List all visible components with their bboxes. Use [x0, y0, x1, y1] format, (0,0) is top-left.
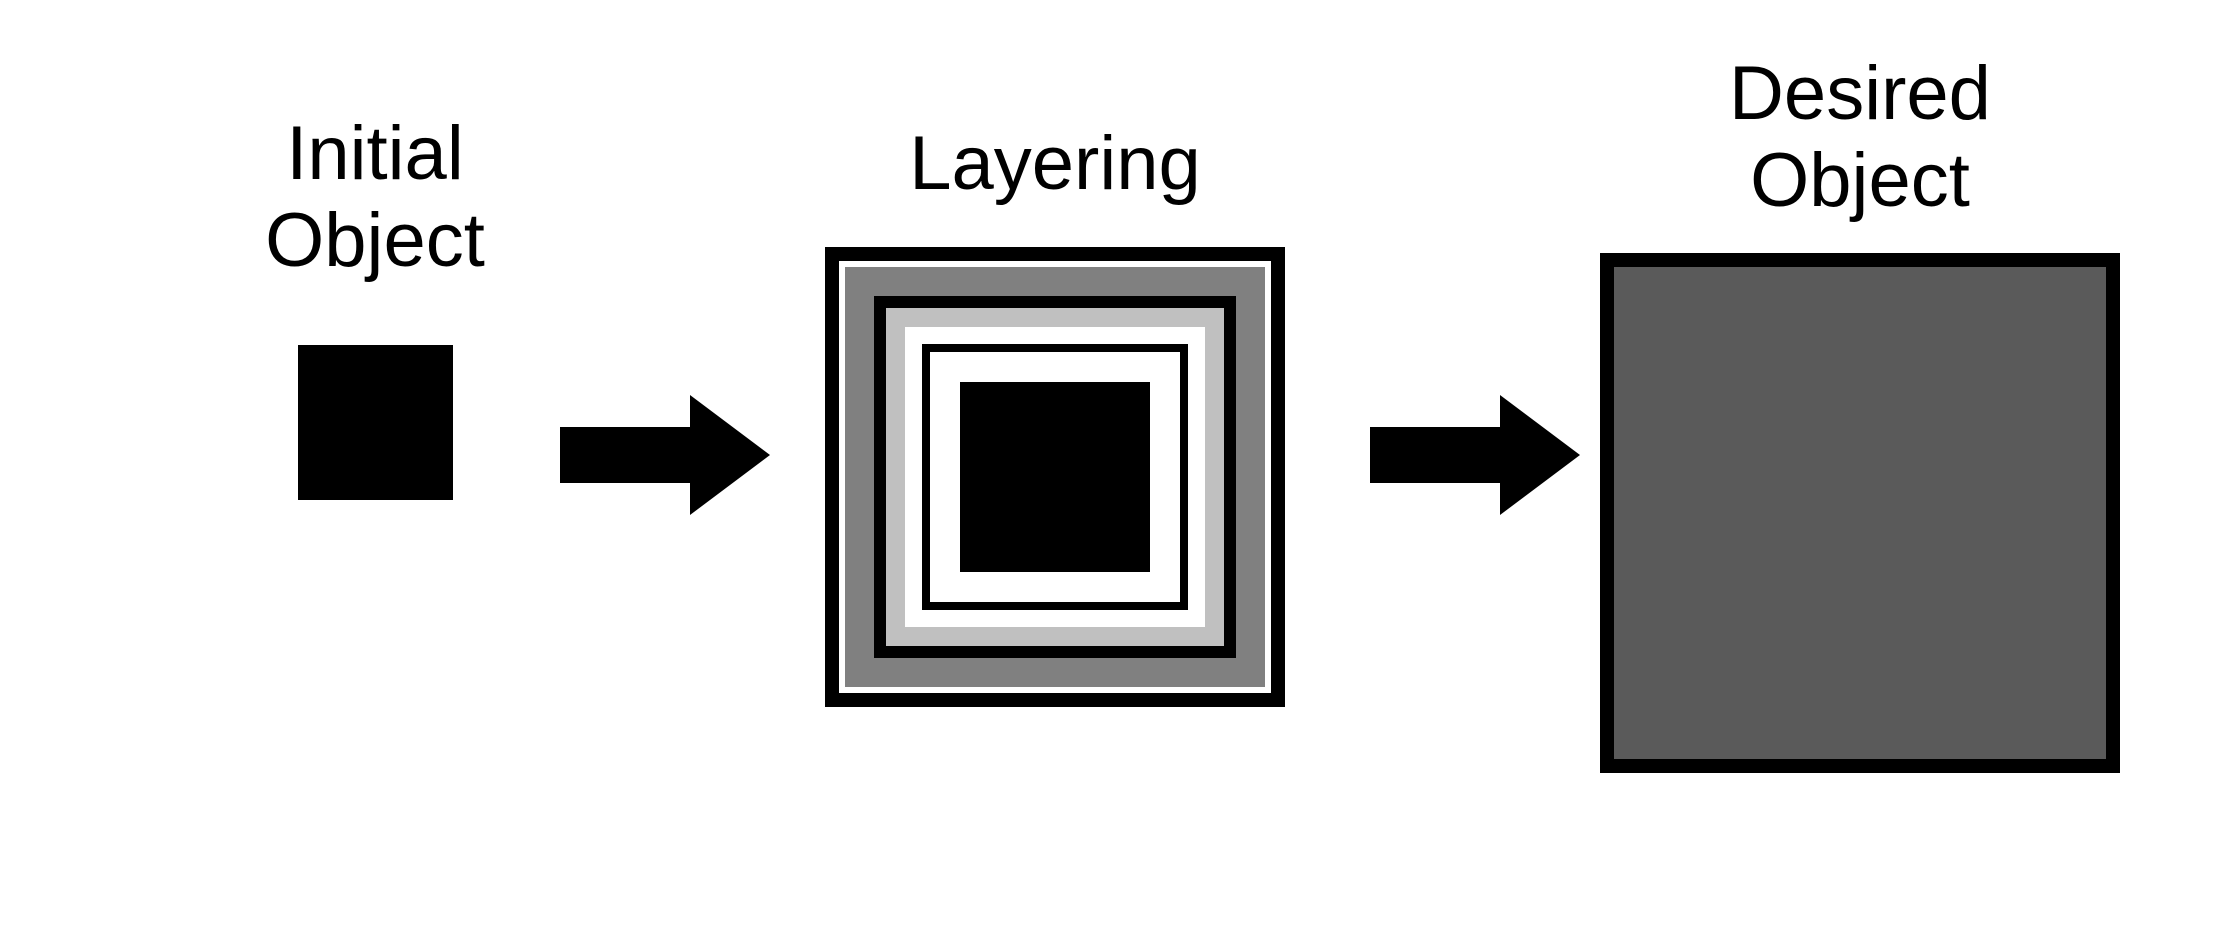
arrow-2 — [1370, 395, 1580, 515]
label-layering: Layering — [790, 120, 1320, 207]
arrow-1 — [560, 395, 770, 515]
label-desired: Desired Object — [1595, 50, 2125, 225]
arrow-right-icon — [560, 395, 770, 515]
initial-object-square — [298, 345, 453, 500]
arrow-right-icon — [1370, 395, 1580, 515]
stage-desired-object: Desired Object — [1595, 50, 2125, 773]
label-initial: Initial Object — [175, 110, 575, 285]
stage-initial-object: Initial Object — [175, 110, 575, 500]
layering-box — [825, 247, 1285, 707]
stage-layering: Layering — [790, 120, 1320, 707]
layer — [960, 382, 1150, 572]
desired-object-square — [1600, 253, 2120, 773]
